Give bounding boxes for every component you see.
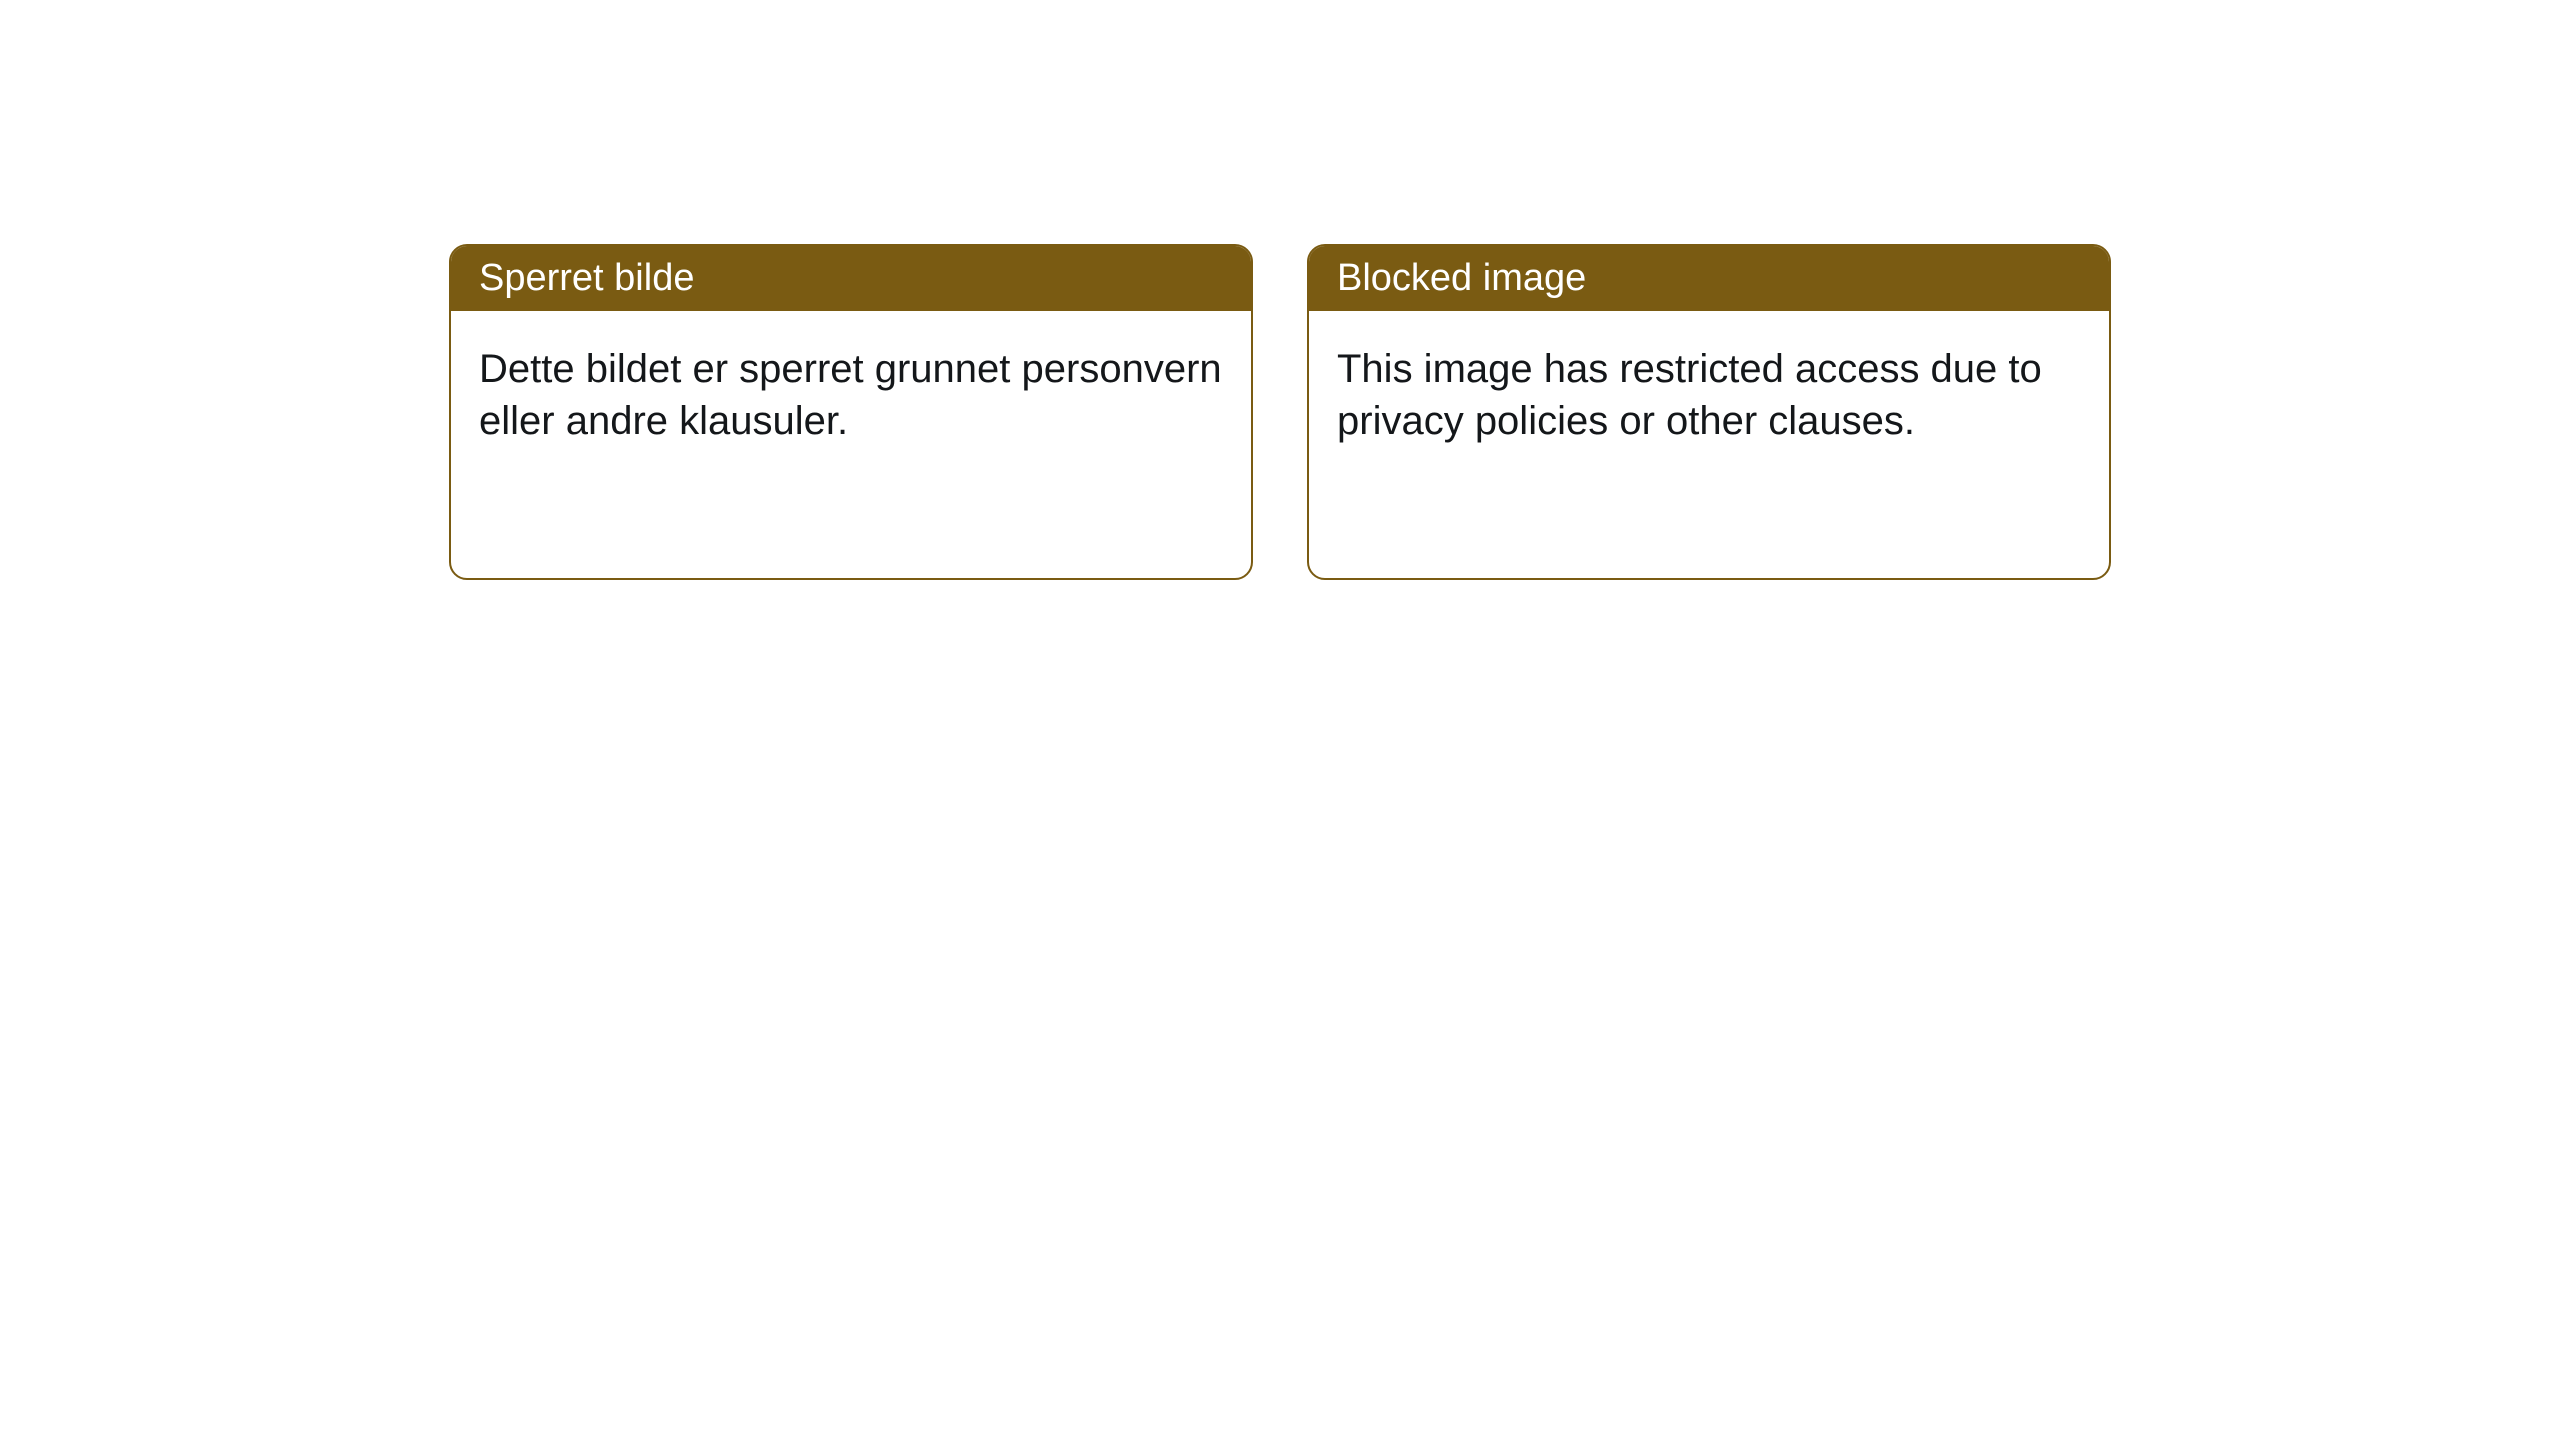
card-message: This image has restricted access due to … (1337, 347, 2042, 443)
blocked-image-card-no: Sperret bilde Dette bildet er sperret gr… (449, 244, 1253, 580)
card-title: Sperret bilde (479, 257, 694, 299)
card-title: Blocked image (1337, 257, 1586, 299)
card-header: Sperret bilde (451, 246, 1251, 311)
card-body: This image has restricted access due to … (1309, 311, 2109, 479)
notice-container: Sperret bilde Dette bildet er sperret gr… (449, 244, 2111, 580)
card-message: Dette bildet er sperret grunnet personve… (479, 347, 1222, 443)
blocked-image-card-en: Blocked image This image has restricted … (1307, 244, 2111, 580)
card-header: Blocked image (1309, 246, 2109, 311)
card-body: Dette bildet er sperret grunnet personve… (451, 311, 1251, 479)
